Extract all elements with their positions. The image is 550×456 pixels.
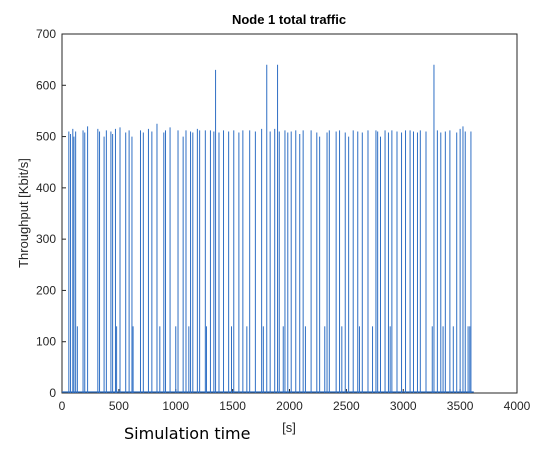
chart-title: Node 1 total traffic <box>232 12 346 27</box>
y-tick-label: 700 <box>36 27 56 41</box>
y-tick-label: 200 <box>36 283 56 297</box>
x-tick-label: 0 <box>59 399 66 413</box>
x-tick-label: 2000 <box>276 399 303 413</box>
y-tick-label: 400 <box>36 181 56 195</box>
x-tick-label: 500 <box>109 399 129 413</box>
y-tick-label: 100 <box>36 335 56 349</box>
x-tick-label: 3000 <box>390 399 417 413</box>
x-tick-label: 2500 <box>333 399 360 413</box>
y-axis-label: Throughput [Kbit/s] <box>16 158 31 268</box>
x-tick-label: 1000 <box>162 399 189 413</box>
y-tick-label: 500 <box>36 130 56 144</box>
caption: Simulation time <box>124 424 251 443</box>
series-line <box>62 64 474 393</box>
x-tick-label: 1500 <box>219 399 246 413</box>
y-tick-label: 0 <box>49 386 56 400</box>
plot-area <box>61 33 518 394</box>
y-tick-label: 300 <box>36 232 56 246</box>
x-axis: 0 500 1000 1500 2000 2500 3000 3500 4000 <box>59 389 531 413</box>
x-tick-label: 4000 <box>504 399 531 413</box>
x-tick-label: 3500 <box>447 399 474 413</box>
x-axis-label: [s] <box>282 420 296 435</box>
y-axis: 0 100 200 300 400 500 600 700 <box>36 27 66 400</box>
y-tick-label: 600 <box>36 78 56 92</box>
